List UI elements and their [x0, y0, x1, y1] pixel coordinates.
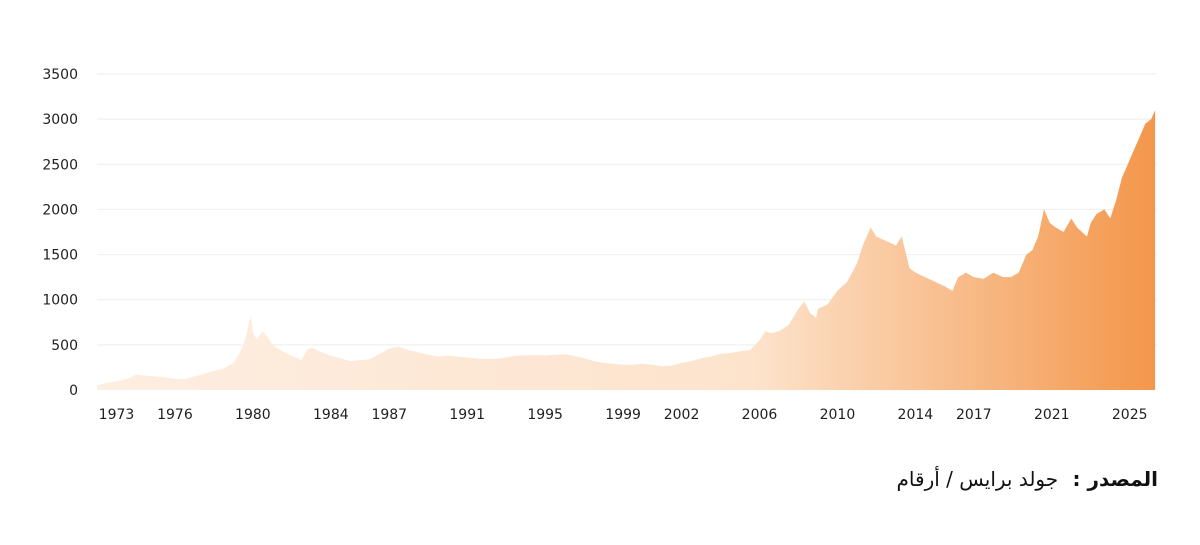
x-tick-label-1995: 1995 — [527, 407, 563, 423]
source-text: جولد برايس / أرقام — [896, 467, 1059, 491]
x-tick-label-1980: 1980 — [235, 407, 271, 423]
source-label: المصدر : — [1072, 467, 1158, 491]
x-tick-label-2025: 2025 — [1112, 407, 1148, 423]
y-tick-label-3000: 3000 — [42, 112, 78, 128]
y-tick-label-1500: 1500 — [42, 248, 78, 264]
y-tick-label-0: 0 — [69, 383, 78, 399]
x-tick-label-2014: 2014 — [898, 407, 934, 423]
gold-price-chart: 0 500 1000 1500 2000 2500 3000 3500 1973 1976 198… — [42, 67, 1157, 423]
x-tick-label-1984: 1984 — [313, 407, 349, 423]
x-tick-label-1991: 1991 — [449, 407, 485, 423]
x-tick-label-2010: 2010 — [820, 407, 856, 423]
x-tick-label-2006: 2006 — [742, 407, 778, 423]
y-tick-label-1000: 1000 — [42, 293, 78, 309]
x-tick-label-1987: 1987 — [371, 407, 407, 423]
y-tick-label-500: 500 — [51, 338, 78, 354]
x-tick-label-1973: 1973 — [99, 407, 135, 423]
area-series — [97, 110, 1156, 390]
y-axis: 0 500 1000 1500 2000 2500 3000 3500 — [42, 67, 78, 399]
y-tick-label-2500: 2500 — [42, 157, 78, 173]
x-tick-label-1999: 1999 — [605, 407, 641, 423]
x-tick-label-2017: 2017 — [956, 407, 992, 423]
x-tick-label-2021: 2021 — [1034, 407, 1070, 423]
x-tick-label-1976: 1976 — [157, 407, 193, 423]
x-axis: 1973 1976 1980 1984 1987 1991 1995 1999 2002 2006… — [99, 407, 1148, 423]
grid-lines — [97, 73, 1157, 346]
y-tick-label-3500: 3500 — [42, 67, 78, 83]
source-caption: المصدر : جولد برايس / أرقام — [897, 467, 1158, 491]
x-tick-label-2002: 2002 — [664, 407, 700, 423]
y-tick-label-2000: 2000 — [42, 202, 78, 218]
gold-price-area — [97, 110, 1156, 390]
